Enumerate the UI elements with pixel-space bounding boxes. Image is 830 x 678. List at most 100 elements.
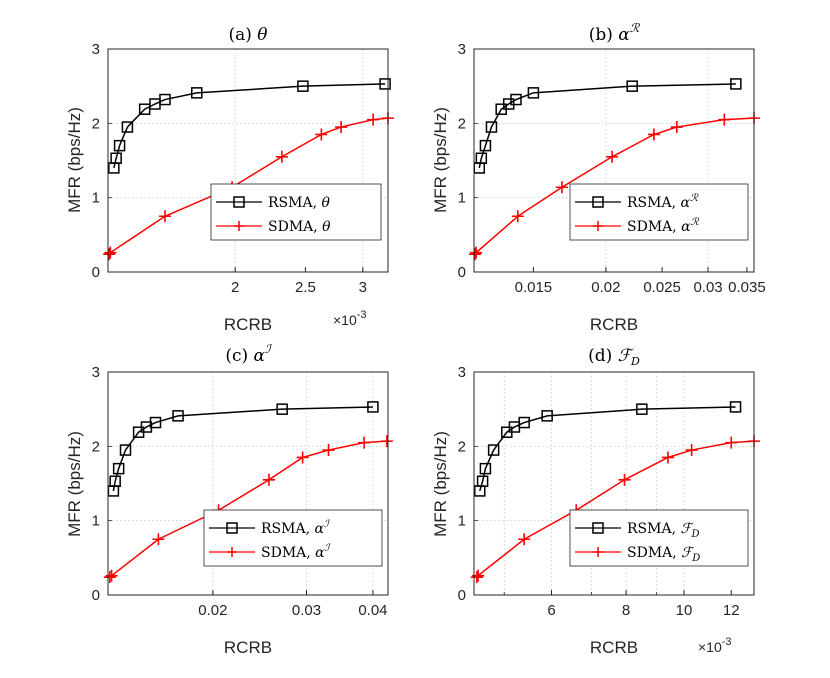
data-point-square — [479, 139, 492, 152]
y-tick-label: 0 — [458, 587, 466, 604]
panel-a-xlabel: RCRB — [224, 315, 272, 334]
y-tick-label: 1 — [458, 513, 466, 530]
y-tick-label: 1 — [92, 513, 100, 530]
panel-d-axes-box — [473, 371, 755, 596]
panel-b-legend-rsma: RSMA, αℛ — [627, 193, 699, 211]
data-point-square — [110, 152, 122, 165]
y-tick-label: 0 — [92, 264, 100, 281]
data-point-plus — [358, 436, 371, 449]
panel-a-ticks: 0 1 2 3 2 2.5 3 — [92, 41, 367, 296]
data-point-square — [121, 121, 134, 133]
panel-a-x-multiplier: ×10-3 — [333, 309, 367, 328]
data-point-plus — [470, 571, 483, 584]
legend-plus-marker — [593, 547, 603, 557]
panel-d-legend-rsma: RSMA, ℱD — [627, 521, 700, 540]
y-tick-label: 1 — [458, 190, 466, 207]
panel-b-series — [469, 78, 760, 261]
panel-b-legend-sdma: SDMA, αℛ — [627, 217, 700, 235]
series-line — [478, 83, 736, 169]
data-point-plus — [555, 181, 568, 194]
data-point-plus — [511, 210, 524, 223]
data-point-plus — [670, 121, 683, 134]
data-point-plus — [661, 451, 674, 464]
data-point-plus — [718, 113, 731, 126]
data-point-square — [191, 87, 203, 99]
x-tick-label: 0.02 — [198, 602, 227, 619]
data-point-plus — [618, 473, 631, 486]
y-tick-label: 3 — [458, 41, 466, 58]
panel-a-ylabel: MFR (bps/Hz) — [65, 107, 84, 213]
data-point-square — [479, 462, 492, 475]
data-point-plus — [158, 210, 171, 223]
series-line — [479, 406, 736, 492]
data-point-plus — [725, 436, 738, 449]
panel-c-ylabel: MFR (bps/Hz) — [65, 431, 84, 537]
y-tick-label: 2 — [92, 438, 100, 455]
legend-square-marker — [233, 196, 245, 208]
x-tick-label: 0.03 — [693, 279, 722, 296]
data-point-plus — [367, 113, 380, 126]
data-point-square — [487, 444, 500, 456]
data-point-square — [485, 121, 498, 133]
data-point-square — [112, 462, 125, 475]
data-point-square — [149, 416, 162, 429]
data-point-plus — [518, 533, 531, 546]
panel-c-xlabel: RCRB — [224, 638, 272, 657]
legend-square-marker — [592, 196, 604, 208]
x-tick-label: 0.02 — [591, 279, 620, 296]
panel-b-legend: RSMA, αℛ SDMA, αℛ — [569, 183, 749, 241]
panel-c-legend: RSMA, αℐ SDMA, αℐ — [203, 509, 383, 567]
data-point-square — [475, 152, 488, 165]
data-point-plus — [275, 150, 288, 163]
panel-b-ticks: 0 1 2 3 0.015 0.02 0.025 0.03 0.035 — [458, 41, 766, 296]
y-tick-label: 3 — [458, 364, 466, 381]
panel-c: 0 1 2 3 0.02 0.03 0.04 (c) αℐ RCRB MFR (bps/Hz… — [65, 342, 393, 657]
data-point-square — [159, 93, 171, 106]
data-point-plus — [469, 248, 482, 261]
x-tick-label: 2 — [231, 279, 239, 296]
data-point-plus — [315, 128, 328, 141]
data-point-plus — [262, 473, 275, 486]
data-point-square — [474, 485, 486, 497]
legend-plus-marker — [227, 547, 237, 557]
legend-square-marker — [592, 522, 604, 534]
x-tick-label: 12 — [723, 602, 740, 619]
data-point-plus — [606, 150, 619, 163]
legend-square-marker — [226, 522, 238, 534]
panel-b-xlabel: RCRB — [590, 315, 638, 334]
panel-c-legend-rsma: RSMA, αℐ — [261, 519, 331, 537]
y-tick-label: 2 — [458, 438, 466, 455]
panel-a-title: (a) θ — [228, 25, 267, 45]
panel-a-axes-box — [107, 48, 389, 273]
data-point-plus — [104, 246, 117, 259]
y-tick-label: 0 — [458, 264, 466, 281]
data-point-square — [109, 475, 121, 488]
data-point-square — [527, 87, 540, 99]
data-point-plus — [380, 435, 393, 448]
data-point-plus — [103, 248, 116, 261]
legend-plus-marker — [234, 221, 244, 231]
panel-a-legend-rsma: RSMA, θ — [268, 195, 330, 211]
panel-d-x-multiplier: ×10-3 — [698, 636, 732, 655]
x-tick-label: 0.03 — [292, 602, 321, 619]
data-point-square — [113, 139, 126, 152]
y-tick-label: 0 — [92, 587, 100, 604]
data-point-plus — [296, 451, 309, 464]
panel-c-title: (c) αℐ — [225, 342, 273, 366]
data-point-square — [626, 80, 638, 92]
panel-d-ylabel: MFR (bps/Hz) — [431, 431, 450, 537]
panel-d-xlabel: RCRB — [590, 638, 638, 657]
panel-d-series — [470, 401, 760, 584]
panel-d-title: (d) ℱD — [588, 346, 640, 368]
legend-plus-marker — [593, 221, 603, 231]
panel-c-ticks: 0 1 2 3 0.02 0.03 0.04 — [92, 364, 388, 619]
data-point-square — [476, 475, 489, 488]
x-tick-label: 0.015 — [515, 279, 553, 296]
x-tick-label: 0.04 — [358, 602, 387, 619]
data-point-square — [367, 401, 379, 413]
y-tick-label: 3 — [92, 41, 100, 58]
data-point-square — [108, 162, 120, 174]
